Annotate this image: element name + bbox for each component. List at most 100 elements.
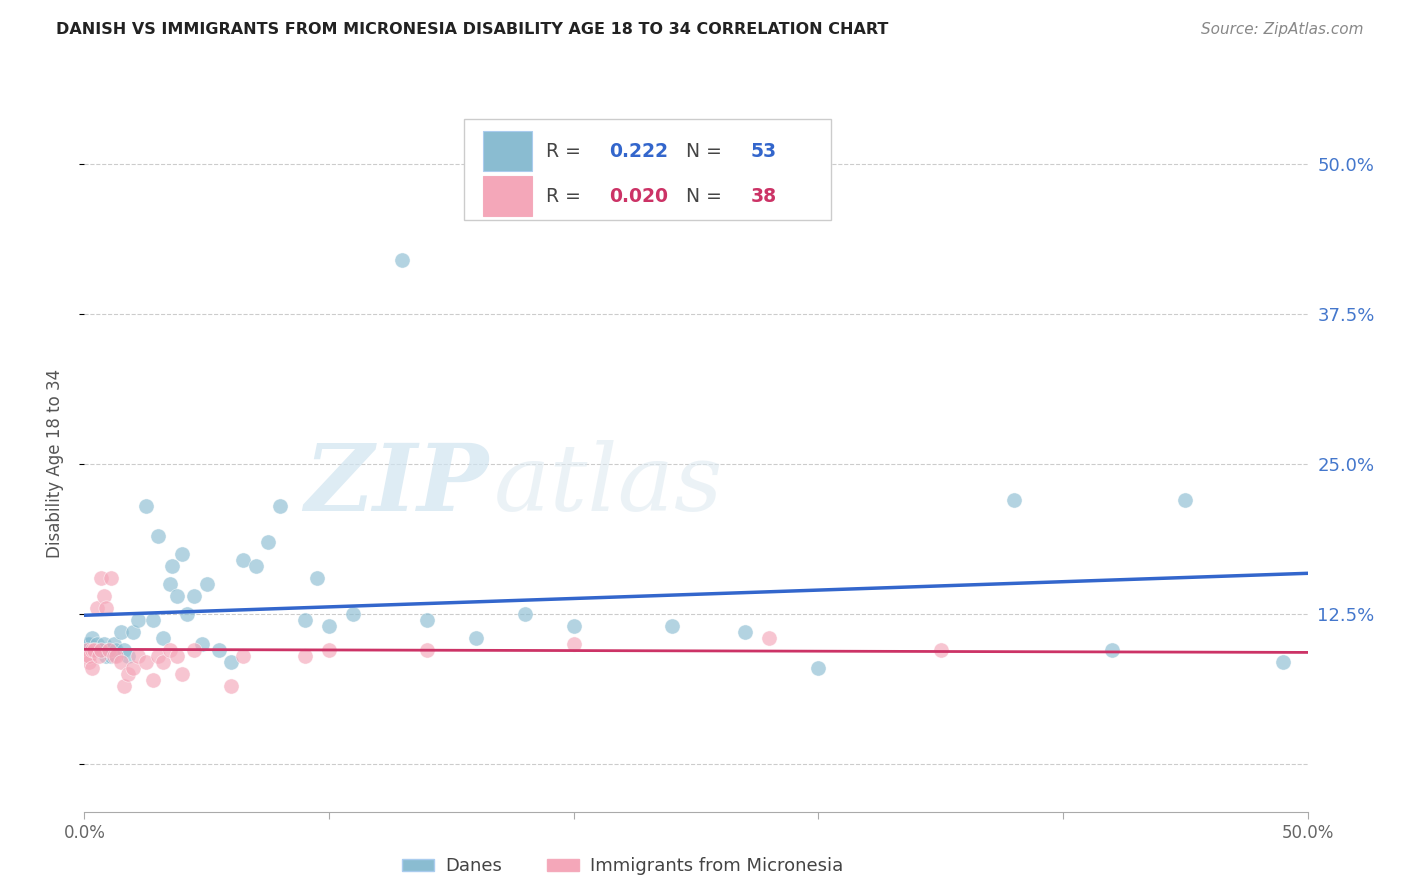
Point: [191, 637, 214, 651]
Point: [97, 642, 120, 657]
Point: [83, 642, 105, 657]
Point: [195, 576, 218, 591]
Text: R =: R =: [546, 186, 586, 206]
Point: [86, 600, 108, 615]
Point: [96, 600, 118, 615]
Point: [219, 679, 242, 693]
Point: [734, 624, 756, 639]
Point: [245, 558, 267, 573]
Text: 0.222: 0.222: [609, 142, 668, 161]
Text: N =: N =: [686, 186, 728, 206]
Point: [294, 613, 316, 627]
Point: [90, 642, 112, 657]
Point: [86, 637, 108, 651]
Point: [83, 642, 105, 657]
Point: [90, 642, 112, 657]
Point: [87, 648, 110, 663]
Point: [1272, 655, 1295, 669]
Text: DANISH VS IMMIGRANTS FROM MICRONESIA DISABILITY AGE 18 TO 34 CORRELATION CHART: DANISH VS IMMIGRANTS FROM MICRONESIA DIS…: [56, 22, 889, 37]
Point: [464, 631, 486, 645]
Point: [110, 655, 132, 669]
Point: [342, 607, 364, 621]
Point: [318, 642, 340, 657]
Point: [166, 589, 188, 603]
Point: [103, 637, 125, 651]
Point: [758, 631, 780, 645]
Point: [391, 252, 413, 267]
Point: [117, 666, 139, 681]
Point: [166, 648, 188, 663]
FancyBboxPatch shape: [484, 131, 531, 171]
Point: [232, 553, 254, 567]
Point: [416, 613, 439, 627]
Point: [127, 613, 149, 627]
Point: [162, 558, 184, 573]
Point: [77, 637, 100, 651]
Point: [294, 648, 316, 663]
Point: [146, 529, 169, 543]
Point: [219, 655, 242, 669]
Point: [159, 576, 181, 591]
Point: [807, 661, 830, 675]
Point: [122, 661, 145, 675]
Point: [103, 648, 125, 663]
Point: [416, 642, 439, 657]
Point: [100, 571, 122, 585]
Point: [93, 589, 115, 603]
Y-axis label: Disability Age 18 to 34: Disability Age 18 to 34: [45, 369, 63, 558]
Point: [183, 589, 205, 603]
Point: [117, 648, 139, 663]
Point: [105, 648, 128, 663]
Text: 53: 53: [751, 142, 778, 161]
Point: [76, 648, 98, 663]
Point: [257, 534, 280, 549]
FancyBboxPatch shape: [464, 120, 831, 220]
Point: [135, 499, 157, 513]
Point: [1101, 642, 1123, 657]
Point: [152, 655, 174, 669]
Point: [96, 648, 118, 663]
Point: [562, 637, 585, 651]
Text: 0.020: 0.020: [609, 186, 668, 206]
Point: [183, 642, 205, 657]
Point: [110, 624, 132, 639]
Point: [100, 648, 122, 663]
Point: [159, 642, 181, 657]
Point: [305, 571, 328, 585]
Point: [122, 624, 145, 639]
Point: [142, 613, 165, 627]
Point: [112, 642, 135, 657]
Point: [93, 637, 115, 651]
Text: R =: R =: [546, 142, 586, 161]
Point: [172, 666, 194, 681]
Point: [176, 607, 198, 621]
Point: [1174, 492, 1197, 507]
Point: [80, 631, 103, 645]
Point: [77, 655, 100, 669]
Point: [269, 499, 291, 513]
Point: [929, 642, 952, 657]
Point: [146, 648, 169, 663]
Text: atlas: atlas: [494, 440, 724, 530]
Point: [1002, 492, 1025, 507]
Point: [142, 673, 165, 687]
Point: [562, 619, 585, 633]
FancyBboxPatch shape: [484, 177, 531, 216]
Text: N =: N =: [686, 142, 728, 161]
Point: [90, 571, 112, 585]
Text: ZIP: ZIP: [304, 440, 488, 530]
Legend: Danes, Immigrants from Micronesia: Danes, Immigrants from Micronesia: [395, 850, 851, 883]
Point: [513, 607, 536, 621]
Point: [112, 679, 135, 693]
Point: [80, 642, 103, 657]
Point: [76, 637, 98, 651]
Point: [77, 648, 100, 663]
Point: [127, 648, 149, 663]
Text: Source: ZipAtlas.com: Source: ZipAtlas.com: [1201, 22, 1364, 37]
Point: [208, 642, 231, 657]
Point: [172, 547, 194, 561]
Point: [135, 655, 157, 669]
Point: [86, 642, 108, 657]
Point: [87, 642, 110, 657]
Point: [661, 619, 683, 633]
